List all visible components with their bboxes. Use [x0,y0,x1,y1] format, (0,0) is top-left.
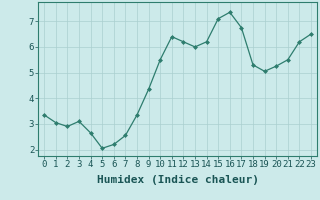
X-axis label: Humidex (Indice chaleur): Humidex (Indice chaleur) [97,175,259,185]
